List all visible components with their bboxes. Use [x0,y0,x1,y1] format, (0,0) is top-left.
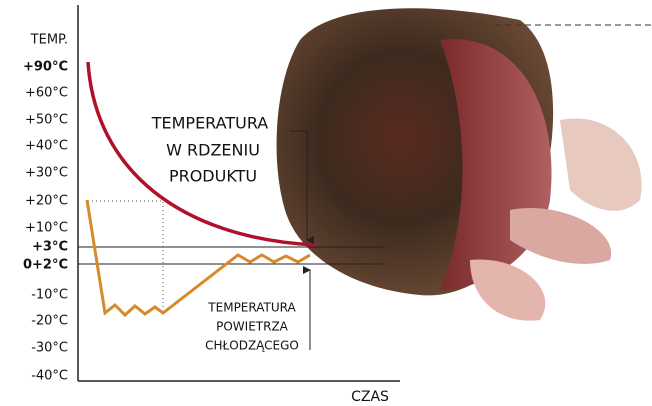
y-title: TEMP. [30,33,68,48]
y-label: +20°C [25,194,68,209]
y-label: -30°C [31,341,68,356]
annotation: W RDZENIU [166,141,260,160]
y-label: +30°C [25,166,68,181]
diagram: TEMP. +90°C +60°C +50°C +40°C +30°C +20°C +10°… [0,0,652,406]
annotation: CHŁODZĄCEGO [205,339,299,353]
y-label: +10°C [25,221,68,236]
annotation: POWIETRZA [216,320,289,334]
y-label: +50°C [25,113,68,128]
annotation: PRODUKTU [169,167,257,186]
y-label: -10°C [31,288,68,303]
page: TEMP. +90°C +60°C +50°C +40°C +30°C +20°C +10°… [0,0,652,406]
y-label: -40°C [31,369,68,384]
y-label: +90°C [23,60,68,75]
y-label: 0+2°C [23,258,68,273]
annotation: TEMPERATURA [207,301,296,315]
dotted-guide [88,201,163,310]
y-labels: +90°C +60°C +50°C +40°C +30°C +20°C +10°C +3°C 0… [23,60,68,384]
y-label: -20°C [31,314,68,329]
y-label: +40°C [25,139,68,154]
y-label: +60°C [25,86,68,101]
x-title: CZAS [351,389,389,405]
meat-photo [277,8,642,320]
annotation: TEMPERATURA [151,114,269,133]
y-label: +3°C [32,240,68,255]
